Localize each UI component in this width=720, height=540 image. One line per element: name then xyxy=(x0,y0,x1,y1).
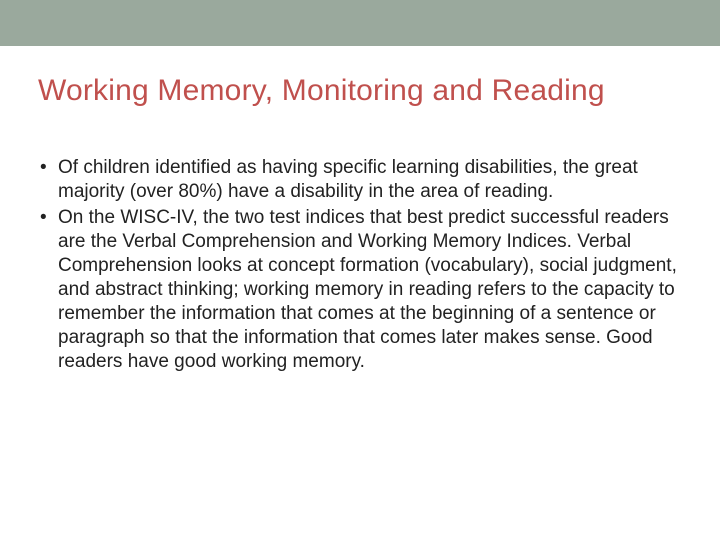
list-item: Of children identified as having specifi… xyxy=(40,156,682,204)
top-accent-bar xyxy=(0,0,720,46)
slide-title: Working Memory, Monitoring and Reading xyxy=(38,74,682,108)
slide-content: Working Memory, Monitoring and Reading O… xyxy=(0,46,720,395)
bullet-list: Of children identified as having specifi… xyxy=(38,156,682,373)
list-item: On the WISC-IV, the two test indices tha… xyxy=(40,206,682,374)
